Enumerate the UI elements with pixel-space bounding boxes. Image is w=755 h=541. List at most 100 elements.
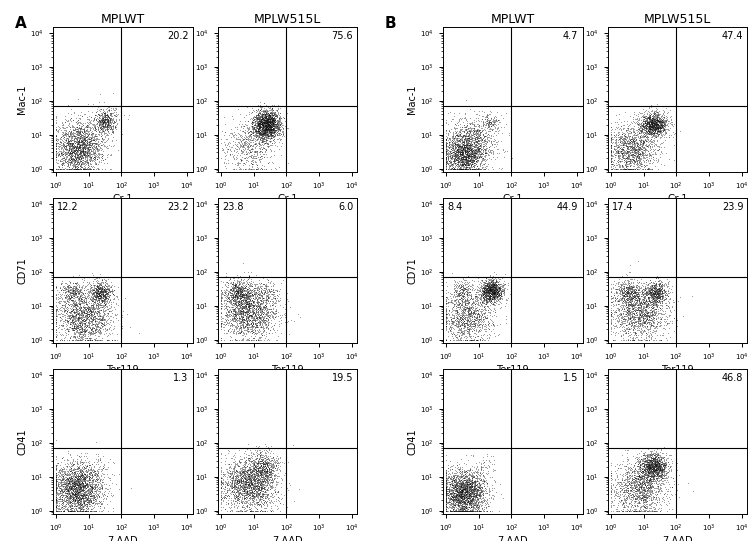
Point: [486, 279, 498, 287]
Point: [227, 316, 239, 325]
Point: [443, 324, 455, 333]
Point: [103, 285, 115, 293]
Point: [256, 451, 268, 459]
Point: [267, 286, 279, 294]
Point: [69, 145, 82, 154]
Point: [447, 496, 459, 504]
Point: [105, 302, 117, 311]
Point: [255, 469, 267, 478]
Point: [448, 494, 460, 503]
Point: [615, 126, 627, 134]
Point: [448, 477, 460, 485]
Point: [649, 460, 661, 469]
Point: [267, 112, 279, 121]
Point: [76, 320, 88, 328]
Point: [232, 298, 244, 307]
Point: [464, 465, 476, 474]
Point: [97, 294, 109, 302]
Point: [478, 286, 490, 295]
Point: [446, 477, 458, 485]
Point: [94, 285, 106, 293]
Point: [460, 163, 472, 171]
Point: [109, 122, 121, 131]
Point: [68, 324, 80, 332]
Point: [66, 123, 78, 131]
Point: [440, 472, 452, 481]
Point: [483, 115, 495, 124]
Point: [238, 449, 250, 458]
Point: [641, 466, 653, 474]
Point: [226, 499, 239, 508]
Point: [473, 506, 485, 515]
Point: [658, 460, 670, 469]
Point: [650, 116, 662, 124]
Point: [88, 129, 100, 137]
Point: [459, 140, 471, 149]
Point: [236, 316, 248, 325]
Point: [256, 481, 268, 490]
Point: [267, 127, 279, 135]
Point: [441, 503, 453, 511]
Point: [63, 149, 76, 158]
Point: [646, 287, 658, 296]
Point: [634, 470, 646, 479]
Point: [464, 487, 476, 496]
Point: [90, 506, 102, 515]
Point: [467, 499, 479, 508]
Point: [74, 141, 86, 149]
Point: [78, 498, 90, 507]
Point: [486, 283, 498, 292]
Point: [635, 483, 647, 492]
Point: [230, 131, 242, 140]
Point: [252, 293, 264, 302]
Point: [66, 151, 78, 160]
Point: [440, 479, 452, 488]
Point: [58, 477, 70, 486]
Point: [488, 283, 500, 292]
Point: [612, 279, 624, 287]
Point: [229, 499, 241, 508]
Point: [463, 281, 475, 289]
Point: [220, 290, 233, 299]
Point: [467, 159, 479, 168]
Point: [57, 491, 69, 499]
Point: [481, 162, 493, 170]
Point: [92, 142, 104, 150]
Point: [258, 164, 270, 173]
Point: [88, 298, 100, 306]
Point: [69, 162, 81, 171]
Point: [621, 284, 633, 293]
Point: [471, 296, 483, 305]
Point: [469, 148, 481, 157]
Point: [624, 316, 636, 325]
Point: [88, 465, 100, 474]
Point: [457, 137, 469, 146]
Point: [457, 306, 469, 314]
Point: [482, 280, 494, 289]
Point: [100, 486, 112, 495]
Point: [451, 288, 463, 297]
Point: [646, 453, 658, 462]
Point: [79, 164, 91, 173]
Point: [487, 287, 499, 295]
Point: [637, 321, 649, 329]
Point: [106, 506, 119, 515]
Point: [448, 493, 461, 502]
Point: [98, 116, 110, 125]
Point: [474, 285, 486, 294]
Point: [264, 126, 276, 135]
Point: [622, 328, 634, 337]
Point: [58, 154, 70, 163]
Point: [464, 128, 476, 136]
Point: [99, 291, 111, 300]
Point: [617, 309, 629, 318]
Point: [616, 323, 628, 332]
Point: [66, 312, 79, 321]
Point: [640, 115, 652, 124]
Point: [79, 137, 91, 146]
Point: [639, 132, 651, 141]
Point: [251, 492, 263, 501]
Point: [461, 506, 473, 515]
Point: [74, 333, 86, 341]
Point: [76, 141, 88, 149]
